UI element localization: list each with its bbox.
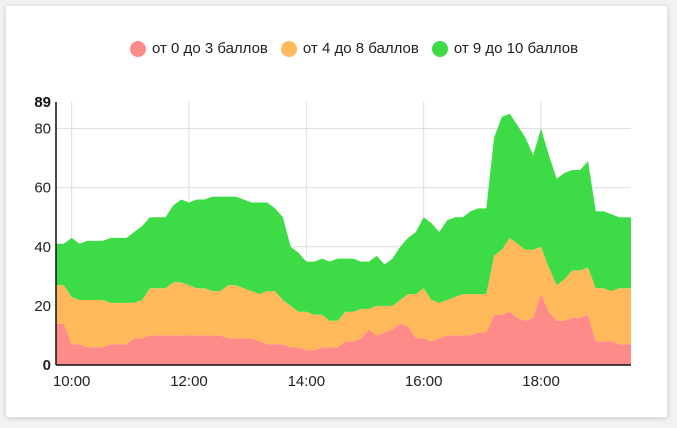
x-tick-label: 18:00 <box>522 373 560 390</box>
x-tick-label: 16:00 <box>405 373 443 390</box>
legend-swatch-low <box>130 40 146 57</box>
y-tick-label: 20 <box>34 298 51 315</box>
y-tick-label: 40 <box>34 239 51 256</box>
y-tick-label: 60 <box>34 180 51 197</box>
x-tick-label: 14:00 <box>288 373 326 390</box>
y-tick-label: 0 <box>43 357 51 374</box>
area-series-2 <box>56 113 631 321</box>
y-tick-label: 80 <box>34 121 51 138</box>
legend-label-high: от 9 до 10 баллов <box>453 40 579 57</box>
y-max-label: 89 <box>34 94 51 111</box>
x-tick-label: 10:00 <box>53 373 91 390</box>
legend-item-high[interactable]: от 9 до 10 баллов <box>431 40 579 57</box>
legend-label-mid: от 4 до 8 баллов <box>302 40 419 57</box>
area-series-0 <box>56 294 631 365</box>
legend-item-low[interactable]: от 0 до 3 баллов <box>130 40 268 57</box>
x-tick-label: 12:00 <box>170 373 208 390</box>
legend-item-mid[interactable]: от 4 до 8 баллов <box>280 40 419 57</box>
legend-swatch-high <box>431 40 448 57</box>
legend-label-low: от 0 до 3 баллов <box>152 40 268 57</box>
chart-legend: от 0 до 3 баллов от 4 до 8 баллов от 9 д… <box>130 40 591 57</box>
legend-swatch-mid <box>280 40 297 57</box>
area-series-1 <box>56 237 631 351</box>
